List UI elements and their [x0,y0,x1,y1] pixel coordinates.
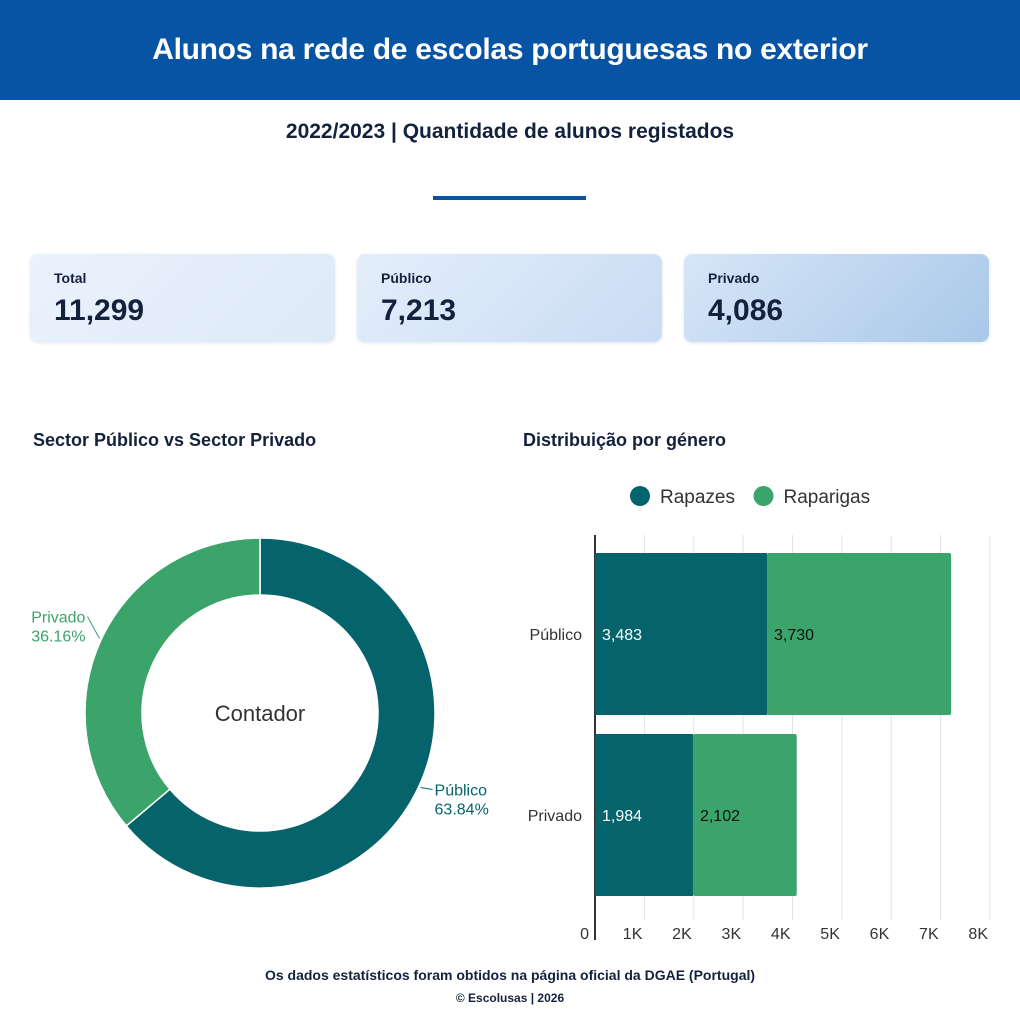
kpi-value: 11,299 [54,294,145,327]
x-tick-label: 3K [722,926,742,943]
donut-center-label: Contador [215,701,306,726]
x-tick-label: 7K [919,926,939,943]
legend-swatch [630,486,650,506]
kpi-label: Público [381,270,432,286]
legend-label: Rapazes [660,487,735,508]
donut-leader-line [87,616,100,639]
donut-slice-label: Privado [31,609,85,626]
legend-swatch [753,486,774,506]
kpi-label: Total [54,270,87,286]
kpi-label: Privado [708,270,760,286]
x-tick-label: 0 [580,926,589,943]
donut-slice-label: Público [435,783,488,800]
bar-chart-title: Distribuição por género [523,430,727,450]
bar-rapazes [595,553,767,715]
y-category-label: Público [530,627,583,644]
x-tick-label: 4K [771,926,791,943]
bar-raparigas [766,553,952,715]
kpi-card-publico: Público 7,213 [357,254,662,342]
kpi-card-total: Total 11,299 [30,254,335,342]
kpi-value: 7,213 [381,294,457,327]
donut-slice-percent: 36.16% [31,628,85,645]
header-banner: Alunos na rede de escolas portuguesas no… [0,0,1020,100]
x-tick-label: 8K [968,926,988,943]
bar-value-label: 2,102 [700,808,740,825]
title-divider [433,196,586,200]
kpi-value: 4,086 [708,294,784,327]
page-title: Alunos na rede de escolas portuguesas no… [152,33,868,66]
bar-value-label: 3,730 [774,627,814,644]
x-tick-label: 1K [623,926,643,943]
bar-raparigas [692,734,797,896]
stacked-bar-chart: Rapazes Raparigas 0 1K 2K 3K 4K 5K 6K 7K 8K 3,483 3,… [528,486,991,943]
x-tick-label: 2K [672,926,692,943]
bar-rapazes [595,734,693,896]
page-subtitle: 2022/2023 | Quantidade de alunos regista… [285,120,735,143]
donut-chart: Público 63.84% Privado 36.16% Contador [31,537,489,889]
bar-value-label: 3,483 [602,627,642,644]
kpi-card-privado: Privado 4,086 [684,254,989,342]
legend-label: Raparigas [784,487,871,508]
donut-slice-percent: 63.84% [435,802,489,819]
bar-value-label: 1,984 [602,808,642,825]
x-tick-label: 6K [870,926,890,943]
donut-chart-title: Sector Público vs Sector Privado [33,430,317,450]
copyright-note: © Escolusas | 2026 [455,991,565,1005]
y-category-label: Privado [528,808,582,825]
donut-slice-publico [125,537,436,889]
donut-slice-privado [84,537,261,827]
x-tick-label: 5K [820,926,840,943]
donut-leader-line [420,787,433,791]
source-note: Os dados estatísticos foram obtidos na p… [264,967,756,983]
